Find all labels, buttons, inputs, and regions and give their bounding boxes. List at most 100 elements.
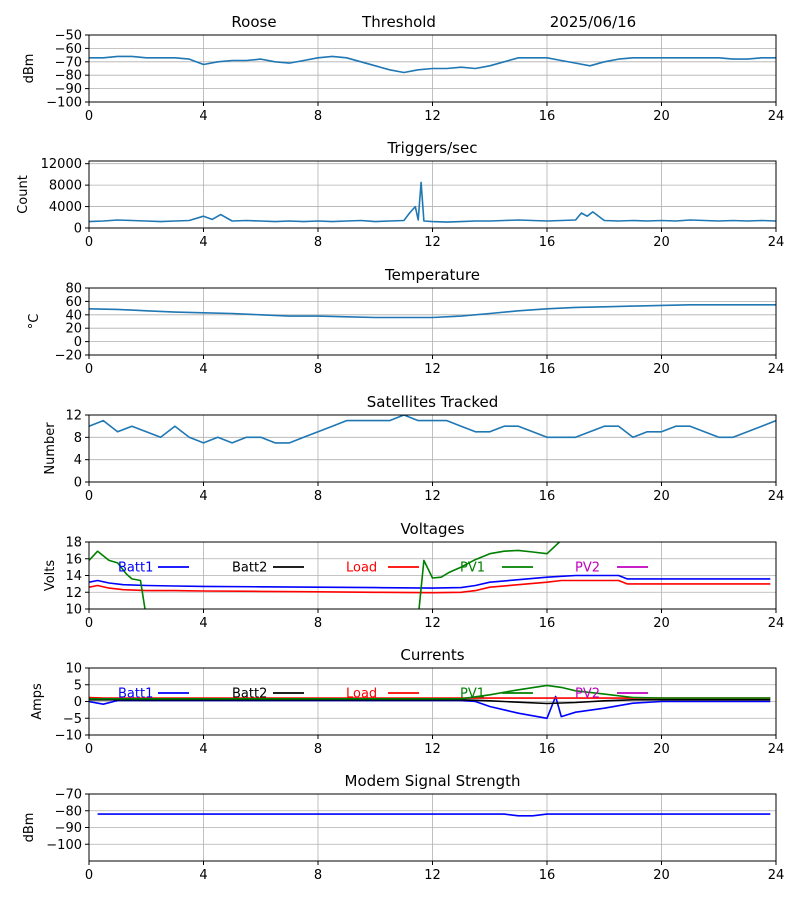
x-tick-label: 4: [199, 362, 207, 377]
y-tick-label: 10: [65, 603, 82, 618]
y-tick-label: 4000: [49, 200, 82, 215]
x-tick-label: 12: [424, 742, 441, 757]
y-axis-label: Volts: [43, 560, 58, 592]
legend-label-batt2: Batt2: [232, 687, 267, 702]
x-tick-label: 20: [653, 489, 670, 504]
x-tick-label: 8: [314, 616, 322, 631]
x-tick-label: 24: [768, 235, 785, 250]
x-tick-label: 0: [85, 489, 93, 504]
y-axis-label: Count: [16, 175, 31, 214]
y-tick-label: −70: [55, 55, 82, 70]
y-tick-label: 4: [74, 453, 82, 468]
x-tick-label: 12: [424, 616, 441, 631]
chart-title: Triggers/sec: [387, 139, 478, 157]
y-tick-label: 0: [74, 476, 82, 491]
y-axis-label: dBm: [22, 813, 37, 843]
panel-triggers: 0 4 8 12 16 20 24 0 4000 8000 12000 Triggers/sec Cou…: [16, 139, 784, 250]
x-tick-label: 24: [768, 109, 785, 124]
x-tick-label: 12: [424, 109, 441, 124]
y-tick-label: −90: [55, 82, 82, 97]
y-axis-label: dBm: [22, 54, 37, 84]
series-line-batt2: [89, 698, 771, 705]
y-tick-label: 18: [65, 536, 82, 551]
legend-label-batt2: Batt2: [232, 561, 267, 576]
panel-signal: 0 4 8 12 16 20 24 −100−90−80−70−60−50 dBm: [22, 29, 784, 125]
series-line-batt1: [89, 574, 771, 589]
header-mode: Threshold: [361, 13, 436, 31]
x-tick-label: 0: [85, 362, 93, 377]
x-tick-label: 8: [314, 109, 322, 124]
chart-title: Temperature: [384, 266, 480, 284]
x-tick-label: 0: [85, 109, 93, 124]
legend-label-batt1: Batt1: [118, 561, 153, 576]
y-tick-label: 16: [65, 552, 82, 567]
series-line-triggers: [89, 181, 776, 223]
y-tick-label: 0: [74, 695, 82, 710]
x-tick-label: 4: [199, 742, 207, 757]
y-tick-label: 8: [74, 431, 82, 446]
y-tick-label: 8000: [49, 179, 82, 194]
y-tick-label: −5: [63, 712, 82, 727]
series-line-pv1: [89, 542, 561, 609]
series-line-modem: [97, 813, 771, 817]
chart-title: Satellites Tracked: [367, 393, 498, 411]
y-tick-label: −20: [55, 349, 82, 364]
x-tick-label: 0: [85, 235, 93, 250]
series-line-temperature: [89, 303, 776, 319]
y-tick-label: 60: [65, 295, 82, 310]
y-axis-label: Number: [43, 422, 58, 475]
y-tick-label: 20: [65, 322, 82, 337]
header-station: Roose: [231, 13, 276, 31]
x-tick-label: 20: [653, 616, 670, 631]
x-tick-label: 4: [199, 109, 207, 124]
x-tick-label: 24: [768, 742, 785, 757]
x-tick-label: 8: [314, 742, 322, 757]
x-tick-label: 16: [539, 489, 556, 504]
header-date: 2025/06/16: [550, 13, 636, 31]
x-tick-label: 8: [314, 235, 322, 250]
x-tick-label: 20: [653, 362, 670, 377]
legend-label-batt1: Batt1: [118, 687, 153, 702]
y-tick-label: 10: [65, 662, 82, 677]
x-tick-label: 16: [539, 362, 556, 377]
y-tick-label: −90: [55, 821, 82, 836]
x-tick-label: 4: [199, 868, 207, 883]
x-tick-label: 24: [768, 489, 785, 504]
legend-label-load: Load: [346, 561, 377, 576]
y-tick-label: 14: [65, 569, 82, 584]
y-tick-label: −10: [55, 729, 82, 744]
x-tick-label: 24: [768, 362, 785, 377]
y-tick-label: −60: [55, 42, 82, 57]
y-tick-label: 0: [74, 335, 82, 350]
x-tick-label: 12: [424, 868, 441, 883]
y-tick-label: 12: [65, 586, 82, 601]
legend-label-pv2: PV2: [575, 561, 600, 576]
x-tick-label: 4: [199, 489, 207, 504]
x-tick-label: 24: [768, 616, 785, 631]
panel-modem: 0 4 8 12 16 20 24 −100 −90 −80−70 Modem Signal Str…: [22, 772, 784, 883]
x-tick-label: 16: [539, 235, 556, 250]
series-line-signal: [89, 55, 776, 74]
x-tick-label: 20: [653, 742, 670, 757]
y-axis-label: Amps: [30, 683, 45, 720]
y-tick-label: −80: [55, 69, 82, 84]
chart-title: Currents: [400, 646, 464, 664]
x-tick-label: 16: [539, 742, 556, 757]
x-tick-label: 16: [539, 616, 556, 631]
x-tick-label: 20: [653, 868, 670, 883]
x-tick-label: 0: [85, 742, 93, 757]
x-tick-label: 24: [768, 868, 785, 883]
chart-title: Modem Signal Strength: [345, 772, 521, 790]
chart-title: Voltages: [400, 520, 464, 538]
x-tick-label: 4: [199, 616, 207, 631]
y-tick-label: 80: [65, 282, 82, 297]
y-tick-label: −100: [46, 96, 82, 111]
legend-label-pv1: PV1: [460, 687, 485, 702]
x-tick-label: 12: [424, 489, 441, 504]
legend-label-load: Load: [346, 687, 377, 702]
series-line-satellites: [89, 415, 776, 444]
x-tick-label: 20: [653, 235, 670, 250]
y-tick-label: 40: [65, 308, 82, 323]
